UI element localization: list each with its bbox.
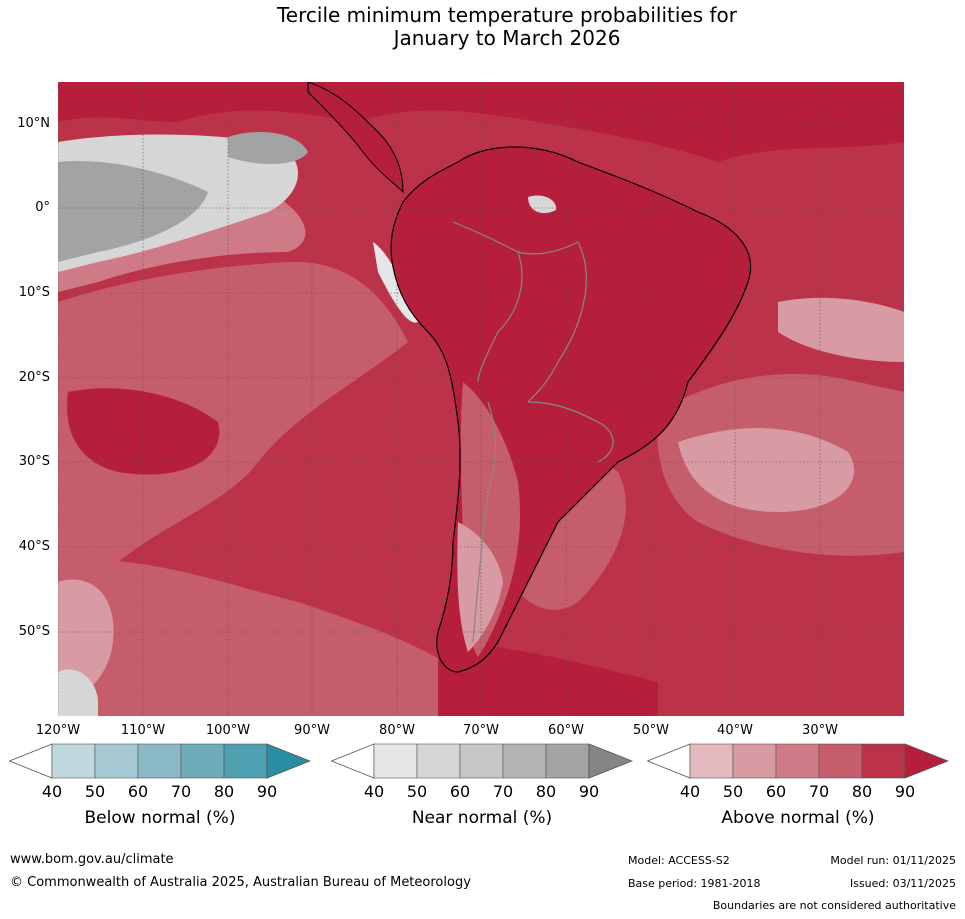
footer-website-link[interactable]: www.bom.gov.au/climate — [10, 852, 174, 867]
colorbar-extend-high — [588, 743, 633, 779]
lat-label-40s: 40°S — [18, 539, 50, 554]
lon-label-110w: 110°W — [120, 723, 166, 738]
footer-model-run: Model run: 01/11/2025 — [830, 854, 956, 867]
colorbar-segment — [818, 743, 863, 779]
colorbar-segment — [137, 743, 182, 779]
colorbar-segment — [732, 743, 777, 779]
map-title: Tercile minimum temperature probabilitie… — [0, 4, 965, 50]
near-normal-region-southwest — [58, 669, 98, 716]
lat-label-50s: 50°S — [18, 624, 50, 639]
colorbar-extend-low — [647, 743, 691, 779]
colorbar-title-below: Below normal (%) — [84, 808, 236, 828]
colorbar-segment — [416, 743, 461, 779]
lon-label-30w: 30°W — [802, 723, 838, 738]
colorbar-near-normal — [331, 743, 633, 779]
colorbar-tick-label: 80 — [851, 782, 873, 801]
colorbar-segment — [223, 743, 268, 779]
above-60-region-patagonia — [457, 522, 503, 652]
lat-label-10s: 10°S — [18, 285, 50, 300]
above-60-region-atlantic — [678, 428, 855, 512]
lat-label-20s: 20°S — [18, 370, 50, 385]
near-normal-core-pacific — [58, 161, 208, 262]
colorbar-tick-label: 40 — [41, 782, 63, 801]
lon-label-40w: 40°W — [717, 723, 753, 738]
colorbar-tick-label: 70 — [492, 782, 514, 801]
lon-label-90w: 90°W — [294, 723, 330, 738]
colorbar-tick-label: 50 — [722, 782, 744, 801]
lon-label-70w: 70°W — [463, 723, 499, 738]
colorbar-tick-label: 50 — [84, 782, 106, 801]
colorbar-tick-label: 60 — [765, 782, 787, 801]
country-borders — [452, 221, 614, 643]
colorbar-segment — [373, 743, 418, 779]
colorbar-segment — [502, 743, 547, 779]
footer-issued: Issued: 03/11/2025 — [849, 877, 956, 890]
lat-label-10n: 10°N — [17, 116, 50, 131]
lon-label-120w: 120°W — [35, 723, 81, 738]
lon-label-60w: 60°W — [548, 723, 584, 738]
colorbar-extend-high — [904, 743, 949, 779]
colorbar-tick-label: 60 — [449, 782, 471, 801]
colorbar-segment — [689, 743, 734, 779]
colorbar-below-normal — [9, 743, 311, 779]
above-70-region-south — [58, 560, 478, 716]
probability-map — [58, 82, 904, 716]
continent-central-america — [307, 82, 404, 194]
colorbar-tick-label: 90 — [578, 782, 600, 801]
colorbar-segment — [775, 743, 820, 779]
colorbar-tick-label: 60 — [127, 782, 149, 801]
colorbar-extend-low — [9, 743, 53, 779]
map-area — [58, 82, 904, 716]
map-title-line2: January to March 2026 — [393, 26, 621, 50]
lon-label-50w: 50°W — [633, 723, 669, 738]
near-normal-patch-east-pacific — [228, 132, 308, 164]
colorbar-segment — [94, 743, 139, 779]
colorbar-segment — [180, 743, 225, 779]
footer-base-period: Base period: 1981-2018 — [628, 877, 761, 890]
above-90-region-tropics — [58, 82, 904, 162]
footer-model: Model: ACCESS-S2 — [628, 854, 730, 867]
colorbar-tick-label: 70 — [170, 782, 192, 801]
lon-label-80w: 80°W — [379, 723, 415, 738]
colorbar-above-normal — [647, 743, 949, 779]
footer-copyright: © Commonwealth of Australia 2025, Austra… — [10, 875, 471, 890]
colorbar-tick-label: 40 — [679, 782, 701, 801]
colorbar-segment — [459, 743, 504, 779]
map-title-line1: Tercile minimum temperature probabilitie… — [276, 3, 738, 27]
colorbar-segment — [861, 743, 906, 779]
graticule — [58, 82, 904, 716]
colorbar-tick-label: 80 — [213, 782, 235, 801]
near-normal-region-amazon — [528, 195, 557, 214]
lat-label-30s: 30°S — [18, 454, 50, 469]
colorbar-tick-label: 70 — [808, 782, 830, 801]
above-90-region-pacific-south — [67, 388, 220, 475]
colorbar-segment — [51, 743, 96, 779]
colorbar-extend-high — [266, 743, 311, 779]
colorbar-title-near: Near normal (%) — [411, 808, 553, 828]
above-50-region-atlantic — [778, 297, 904, 362]
colorbar-segment — [545, 743, 590, 779]
colorbar-tick-label: 90 — [894, 782, 916, 801]
footer-boundaries-note: Boundaries are not considered authoritat… — [712, 899, 956, 912]
colorbar-tick-label: 90 — [256, 782, 278, 801]
above-70-region-pacific — [58, 261, 408, 622]
colorbar-tick-label: 50 — [406, 782, 428, 801]
lat-label-0: 0° — [35, 200, 50, 215]
colorbar-title-above: Above normal (%) — [721, 808, 875, 828]
above-90-region-deep-south — [438, 642, 658, 716]
colorbar-tick-label: 40 — [363, 782, 385, 801]
colorbar-extend-low — [331, 743, 375, 779]
lon-label-100w: 100°W — [205, 723, 251, 738]
colorbar-tick-label: 80 — [535, 782, 557, 801]
